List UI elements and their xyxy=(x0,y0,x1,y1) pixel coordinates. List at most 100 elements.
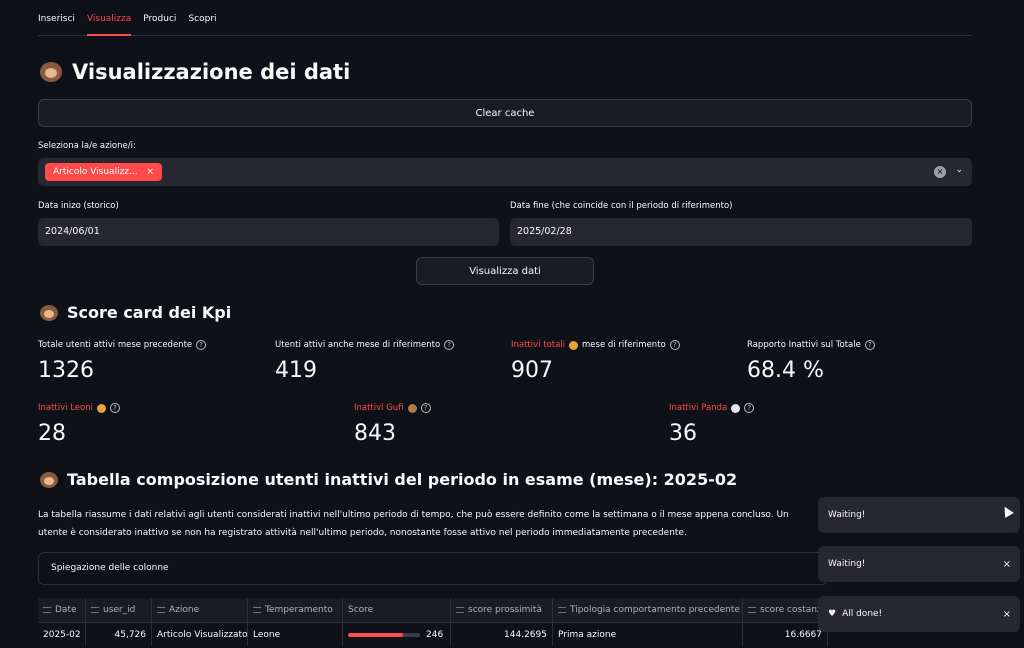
column-header-label: score prossimità xyxy=(468,605,542,615)
metric-label-leoni: Inattivi Leoni ? xyxy=(38,403,120,413)
tab-scopri[interactable]: Scopri xyxy=(188,14,217,24)
person-emoji-icon xyxy=(569,340,579,350)
toast-waiting-1: Waiting! xyxy=(818,497,1020,533)
metric-label-rapporto: Rapporto Inattivi sul Totale ? xyxy=(747,340,875,350)
metric-value-gufi: 843 xyxy=(354,421,396,446)
column-header-score[interactable]: Score xyxy=(343,598,451,622)
start-date-input[interactable]: 2024/06/01 xyxy=(38,218,499,246)
column-header-azione[interactable]: Azione xyxy=(152,598,248,622)
metric-value-rapporto: 68.4 % xyxy=(747,358,824,383)
column-header-label: score costanza xyxy=(760,605,828,615)
tab-visualizza[interactable]: Visualizza xyxy=(86,8,132,36)
selected-action-chip[interactable]: Articolo Visualizz... × xyxy=(45,163,163,181)
score-progress: 246 xyxy=(348,623,445,646)
table-header: Date user_id Azione Temperamento Score s… xyxy=(38,598,828,622)
help-icon[interactable]: ? xyxy=(744,403,755,413)
monkey-icon xyxy=(40,62,62,82)
cell-score-costanza[interactable]: 16.6667 xyxy=(743,623,828,646)
metric-label-inattivi-totali: Inattivi totali mese di riferimento ? xyxy=(511,340,680,350)
column-type-icon xyxy=(43,606,51,613)
cell-user-id[interactable]: 45,726 xyxy=(86,623,152,646)
clear-selection-icon[interactable]: × xyxy=(934,166,946,178)
column-header-user-id[interactable]: user_id xyxy=(86,598,152,622)
column-header-temperamento[interactable]: Temperamento xyxy=(248,598,343,622)
metric-value-leoni: 28 xyxy=(38,421,66,446)
help-icon[interactable]: ? xyxy=(864,340,875,350)
heart-icon: ♥ xyxy=(828,609,837,619)
columns-explanation-expander[interactable]: Spiegazione delle colonne xyxy=(38,552,828,585)
metric-label-red-text: Inattivi totali xyxy=(511,340,566,350)
metric-label-text: Inattivi Panda xyxy=(669,403,728,413)
table-description: La tabella riassume i dati relativi agli… xyxy=(38,510,789,538)
column-header-tipologia[interactable]: Tipologia comportamento precedente xyxy=(553,598,743,622)
help-icon[interactable]: ? xyxy=(444,340,455,350)
action-multiselect[interactable]: Articolo Visualizz... × × ⌄ xyxy=(38,158,972,186)
column-header-score-costanza[interactable]: score costanza xyxy=(743,598,828,622)
column-type-icon xyxy=(558,606,566,613)
column-header-label: Temperamento xyxy=(265,605,333,615)
column-header-label: Score xyxy=(348,605,374,615)
help-icon[interactable]: ? xyxy=(196,340,207,350)
end-date-input[interactable]: 2025/02/28 xyxy=(510,218,972,246)
column-type-icon xyxy=(157,606,165,613)
cell-date[interactable]: 2025-02 xyxy=(38,623,86,646)
monkey-icon xyxy=(40,304,58,321)
close-icon[interactable]: × xyxy=(1002,608,1011,620)
column-header-date[interactable]: Date xyxy=(38,598,86,622)
panda-emoji-icon xyxy=(731,403,741,413)
start-date-label: Data inizo (storico) xyxy=(38,201,119,211)
tab-produci[interactable]: Produci xyxy=(143,14,177,24)
end-date-label: Data fine (che coincide con il periodo d… xyxy=(510,201,733,211)
metric-value-totale: 1326 xyxy=(38,358,94,383)
toast-text: Waiting! xyxy=(828,510,866,520)
table-section-heading-text: Tabella composizione utenti inattivi del… xyxy=(67,470,738,489)
score-value: 246 xyxy=(426,630,444,640)
inactive-users-table[interactable]: Date user_id Azione Temperamento Score s… xyxy=(38,598,828,648)
cell-tipologia[interactable]: Prima azione xyxy=(553,623,743,646)
column-type-icon xyxy=(748,606,756,613)
metric-label-text: Inattivi Leoni xyxy=(38,403,93,413)
metric-value-attivi: 419 xyxy=(275,358,317,383)
toast-text: Waiting! xyxy=(828,559,866,569)
visualizza-dati-button[interactable]: Visualizza dati xyxy=(416,257,594,285)
metric-label-text: Rapporto Inattivi sul Totale xyxy=(747,340,861,350)
chip-label: Articolo Visualizz... xyxy=(53,167,138,177)
cell-azione[interactable]: Articolo Visualizzato xyxy=(152,623,248,646)
owl-emoji-icon xyxy=(407,403,417,413)
help-icon[interactable]: ? xyxy=(669,340,680,350)
scorecard-heading: Score card dei Kpi xyxy=(40,303,231,322)
metric-value-inattivi-totali: 907 xyxy=(511,358,553,383)
cell-score-prossimita[interactable]: 144.2695 xyxy=(451,623,553,646)
help-icon[interactable]: ? xyxy=(420,403,431,413)
clear-cache-button[interactable]: Clear cache xyxy=(38,99,972,127)
table-row[interactable]: 2025-02 45,726 Articolo Visualizzato Leo… xyxy=(38,622,828,646)
page-title: Visualizzazione dei dati xyxy=(40,60,350,84)
column-type-icon xyxy=(456,606,464,613)
metric-label-totale: Totale utenti attivi mese precedente ? xyxy=(38,340,207,350)
selector-label: Seleziona la/e azione/i: xyxy=(38,141,136,151)
scorecard-heading-text: Score card dei Kpi xyxy=(67,303,232,322)
score-bar-fill xyxy=(348,633,403,637)
column-type-icon xyxy=(253,606,261,613)
metric-label-text: Totale utenti attivi mese precedente xyxy=(38,340,193,350)
tab-inserisci[interactable]: Inserisci xyxy=(38,14,75,24)
page-title-text: Visualizzazione dei dati xyxy=(72,60,351,84)
cell-score[interactable]: 246 xyxy=(343,623,451,646)
chevron-down-icon[interactable]: ⌄ xyxy=(955,165,963,175)
metric-label-text: mese di riferimento xyxy=(582,340,666,350)
tab-bar: Inserisci Visualizza Produci Scopri xyxy=(38,8,972,36)
close-icon[interactable]: × xyxy=(1002,558,1011,570)
help-icon[interactable]: ? xyxy=(110,403,120,413)
monkey-icon xyxy=(40,471,58,488)
column-header-score-prossimita[interactable]: score prossimità xyxy=(451,598,553,622)
metric-value-panda: 36 xyxy=(669,421,697,446)
chip-remove-icon[interactable]: × xyxy=(146,167,155,177)
cell-temperamento[interactable]: Leone xyxy=(248,623,343,646)
column-header-label: user_id xyxy=(103,605,136,615)
column-header-label: Date xyxy=(55,605,77,615)
metric-label-gufi: Inattivi Gufi ? xyxy=(354,403,431,413)
table-section-heading: Tabella composizione utenti inattivi del… xyxy=(40,470,737,489)
metric-label-text: Utenti attivi anche mese di riferimento xyxy=(275,340,441,350)
metric-label-panda: Inattivi Panda ? xyxy=(669,403,755,413)
toast-waiting-2: Waiting! × xyxy=(818,546,1020,582)
